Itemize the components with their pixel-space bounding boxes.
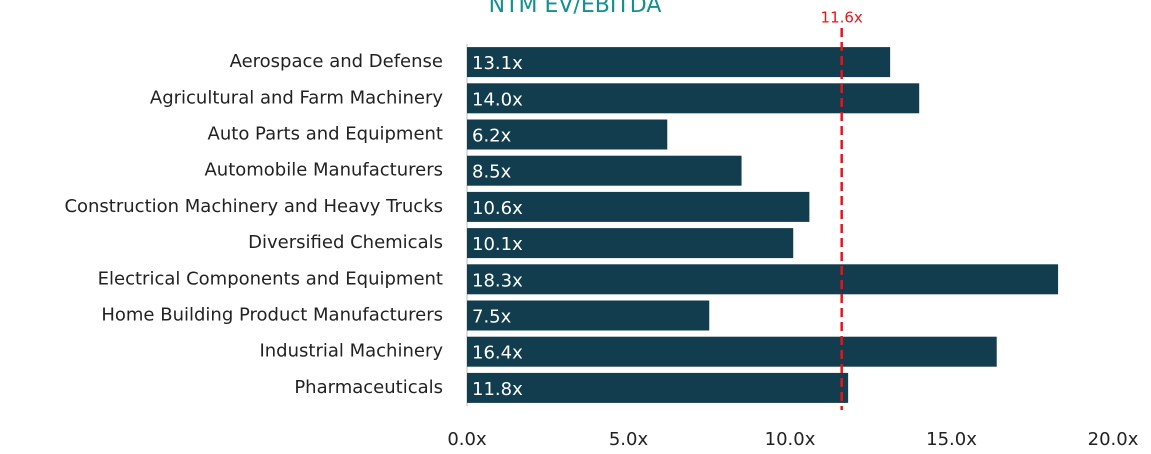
y-tick-label: Electrical Components and Equipment [98, 268, 443, 289]
x-tick-label: 10.0x [765, 429, 816, 450]
bar [467, 372, 849, 403]
bar [467, 336, 997, 367]
bar [467, 191, 810, 222]
bar [467, 228, 794, 259]
bar [467, 155, 742, 186]
value-label: 14.0x [472, 89, 523, 110]
y-tick-label: Automobile Manufacturers [204, 160, 443, 181]
x-tick-label: 0.0x [447, 429, 487, 450]
x-tick-label: 5.0x [609, 429, 649, 450]
bar [467, 47, 891, 78]
y-tick-label: Home Building Product Manufacturers [101, 305, 443, 326]
y-tick-label: Agricultural and Farm Machinery [150, 87, 443, 108]
value-label: 13.1x [472, 53, 523, 74]
value-label: 16.4x [472, 343, 523, 364]
bar [467, 264, 1059, 295]
y-tick-label: Construction Machinery and Heavy Trucks [64, 196, 443, 217]
y-tick-label: Aerospace and Defense [230, 51, 443, 72]
x-tick-label: 15.0x [926, 429, 977, 450]
value-label: 18.3x [472, 270, 523, 291]
bar [467, 83, 920, 114]
reference-label: 11.6x [821, 9, 863, 27]
y-tick-label: Pharmaceuticals [294, 377, 443, 398]
value-label: 10.6x [472, 198, 523, 219]
x-tick-label: 20.0x [1088, 429, 1139, 450]
bar [467, 300, 710, 331]
bar [467, 119, 668, 150]
value-label: 11.8x [472, 379, 523, 400]
y-tick-label: Auto Parts and Equipment [208, 124, 443, 145]
value-label: 10.1x [472, 234, 523, 255]
value-label: 7.5x [472, 307, 512, 328]
value-label: 8.5x [472, 162, 512, 183]
y-tick-label: Industrial Machinery [259, 341, 443, 362]
y-tick-label: Diversified Chemicals [248, 232, 443, 253]
value-label: 6.2x [472, 126, 512, 147]
chart-title: NTM EV/EBITDA [489, 0, 662, 18]
